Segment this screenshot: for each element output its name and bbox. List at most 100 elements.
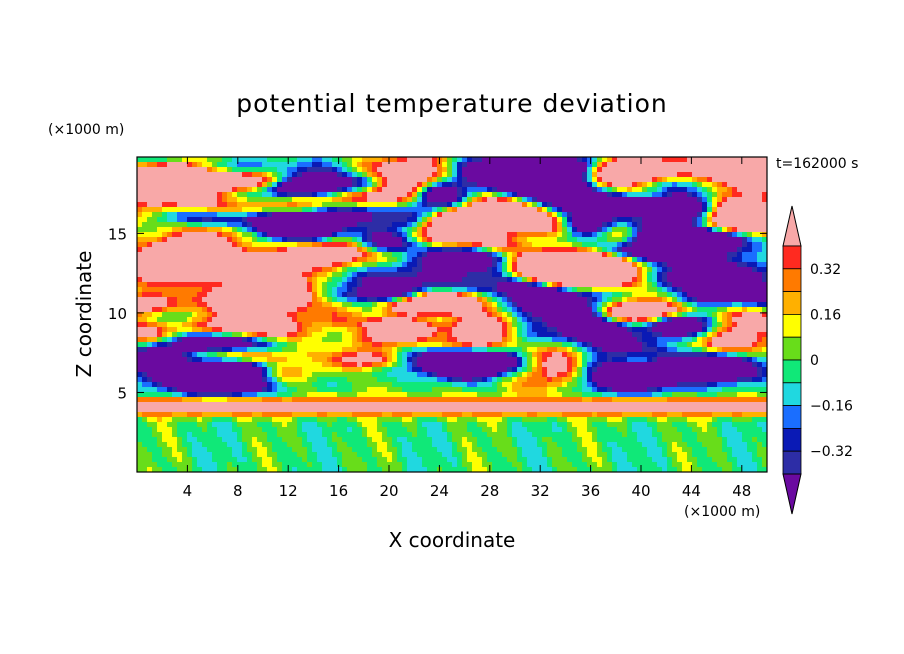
field-cell	[277, 172, 283, 178]
field-cell	[687, 457, 698, 463]
field-cell	[457, 197, 463, 203]
field-cell	[317, 292, 323, 298]
field-cell	[752, 437, 758, 443]
field-cell	[257, 237, 268, 243]
field-cell	[497, 262, 503, 268]
field-cell	[507, 367, 513, 373]
field-cell	[252, 452, 258, 458]
field-cell	[602, 307, 608, 313]
field-cell	[517, 467, 523, 472]
field-cell	[517, 452, 523, 458]
field-cell	[507, 272, 513, 278]
field-cell	[147, 347, 208, 353]
field-cell	[222, 437, 238, 443]
field-cell	[292, 172, 298, 178]
field-cell	[672, 297, 678, 303]
field-cell	[607, 422, 628, 428]
field-cell	[482, 242, 508, 248]
field-cell	[282, 422, 288, 428]
field-cell	[167, 212, 178, 218]
field-cell	[347, 327, 358, 333]
field-cell	[187, 162, 193, 168]
field-cell	[417, 262, 423, 268]
field-cell	[757, 267, 767, 273]
field-cell	[357, 362, 363, 368]
field-cell	[277, 392, 293, 398]
field-cell	[297, 317, 333, 323]
field-cell	[507, 312, 513, 318]
field-cell	[617, 217, 633, 223]
field-cell	[377, 182, 383, 188]
field-cell	[697, 297, 767, 303]
field-cell	[167, 162, 188, 168]
field-cell	[362, 182, 368, 188]
field-cell	[392, 302, 398, 308]
field-cell	[562, 332, 633, 338]
field-cell	[402, 352, 408, 358]
field-cell	[752, 357, 758, 363]
field-cell	[607, 222, 613, 228]
field-cell	[337, 312, 353, 318]
field-cell	[137, 292, 143, 298]
field-cell	[527, 337, 553, 343]
field-cell	[417, 202, 423, 208]
field-cell	[477, 392, 503, 398]
field-cell	[262, 387, 268, 393]
field-cell	[137, 372, 143, 378]
field-cell	[137, 272, 303, 278]
field-cell	[267, 182, 273, 188]
field-cell	[632, 187, 643, 193]
field-cell	[757, 467, 767, 472]
field-cell	[332, 422, 358, 428]
field-cell	[342, 187, 348, 193]
field-cell	[402, 232, 408, 238]
field-cell	[162, 307, 168, 313]
field-cell	[182, 232, 218, 238]
field-cell	[362, 282, 423, 288]
field-cell	[137, 337, 148, 343]
field-cell	[462, 197, 468, 203]
field-cell	[722, 387, 767, 393]
field-cell	[327, 282, 338, 288]
field-cell	[287, 332, 298, 338]
field-cell	[282, 467, 293, 472]
field-cell	[277, 372, 283, 378]
field-cell	[372, 252, 378, 258]
field-cell	[207, 167, 213, 173]
field-cell	[252, 227, 258, 233]
field-cell	[257, 342, 268, 348]
field-cell	[252, 357, 268, 363]
field-cell	[432, 287, 453, 293]
field-cell	[247, 187, 253, 193]
field-cell	[262, 372, 268, 378]
field-cell	[157, 342, 168, 348]
field-cell	[647, 417, 658, 423]
field-cell	[167, 157, 183, 163]
field-cell	[397, 437, 408, 443]
field-cell	[457, 417, 478, 423]
field-cell	[467, 272, 493, 278]
field-cell	[372, 232, 393, 238]
field-cell	[332, 302, 343, 308]
field-cell	[512, 317, 518, 323]
field-cell	[467, 427, 483, 433]
field-cell	[397, 377, 438, 383]
field-cell	[382, 452, 393, 458]
field-cell	[597, 362, 603, 368]
x-tick-label: 44	[682, 482, 701, 500]
field-cell	[607, 312, 613, 318]
field-cell	[187, 392, 198, 398]
field-cell	[362, 242, 368, 248]
field-cell	[597, 312, 603, 318]
field-cell	[632, 427, 653, 433]
field-cell	[457, 182, 463, 188]
field-cell	[347, 427, 353, 433]
field-cell	[642, 282, 648, 288]
field-cell	[492, 427, 498, 433]
field-cell	[532, 432, 573, 438]
field-cell	[137, 422, 148, 428]
field-cell	[272, 442, 288, 448]
field-cell	[307, 277, 313, 283]
field-cell	[742, 307, 748, 313]
field-cell	[702, 202, 708, 208]
